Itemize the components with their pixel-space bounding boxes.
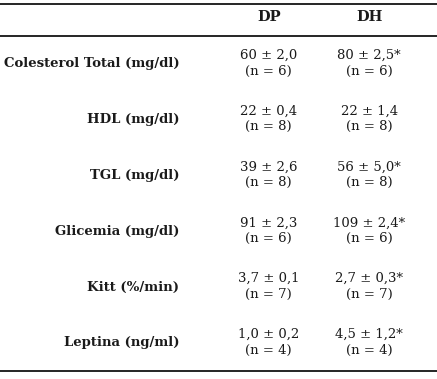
Text: Leptina (ng/ml): Leptina (ng/ml) [64,336,179,349]
Text: (n = 6): (n = 6) [346,65,392,78]
Text: Kitt (%/min): Kitt (%/min) [87,280,179,293]
Text: (n = 8): (n = 8) [246,121,292,133]
Text: 60 ± 2,0: 60 ± 2,0 [240,49,298,62]
Text: (n = 7): (n = 7) [346,288,392,301]
Text: (n = 6): (n = 6) [246,65,292,78]
Text: HDL (mg/dl): HDL (mg/dl) [87,113,179,126]
Text: DH: DH [356,10,382,24]
Text: (n = 7): (n = 7) [246,288,292,301]
Text: 4,5 ± 1,2*: 4,5 ± 1,2* [335,328,403,341]
Text: 56 ± 5,0*: 56 ± 5,0* [337,161,401,174]
Text: 39 ± 2,6: 39 ± 2,6 [240,161,298,174]
Text: (n = 8): (n = 8) [346,176,392,189]
Text: DP: DP [257,10,281,24]
Text: TGL (mg/dl): TGL (mg/dl) [90,169,179,182]
Text: Colesterol Total (mg/dl): Colesterol Total (mg/dl) [3,57,179,70]
Text: (n = 8): (n = 8) [246,176,292,189]
Text: (n = 6): (n = 6) [246,232,292,245]
Text: (n = 4): (n = 4) [246,343,292,357]
Text: 80 ± 2,5*: 80 ± 2,5* [337,49,401,62]
Text: 22 ± 0,4: 22 ± 0,4 [240,105,297,118]
Text: Glicemia (mg/dl): Glicemia (mg/dl) [55,225,179,238]
Text: (n = 6): (n = 6) [346,232,392,245]
Text: (n = 8): (n = 8) [346,121,392,133]
Text: 22 ± 1,4: 22 ± 1,4 [341,105,398,118]
Text: 2,7 ± 0,3*: 2,7 ± 0,3* [335,272,403,285]
Text: 1,0 ± 0,2: 1,0 ± 0,2 [238,328,299,341]
Text: 109 ± 2,4*: 109 ± 2,4* [333,216,406,229]
Text: 3,7 ± 0,1: 3,7 ± 0,1 [238,272,299,285]
Text: 91 ± 2,3: 91 ± 2,3 [240,216,298,229]
Text: (n = 4): (n = 4) [346,343,392,357]
